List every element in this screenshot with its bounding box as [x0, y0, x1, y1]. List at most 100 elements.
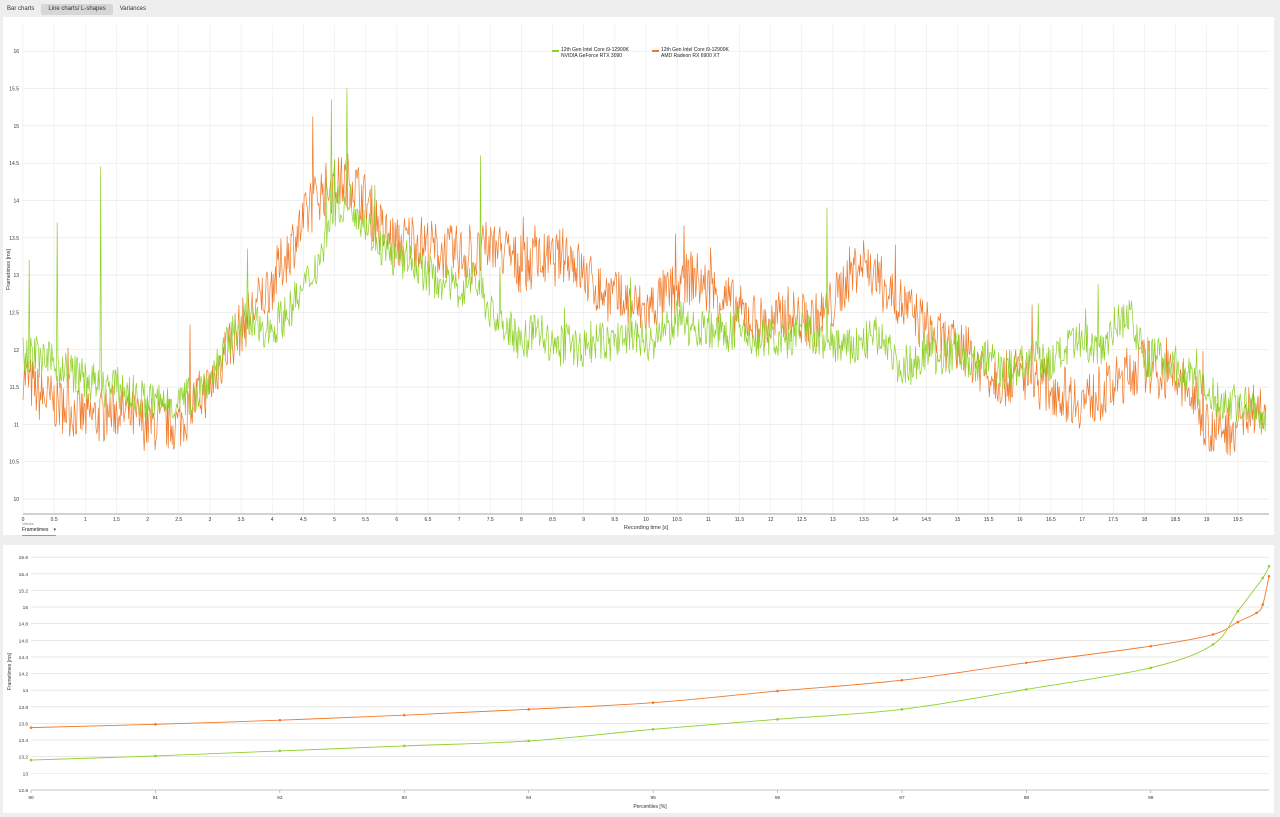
x-tick-label: 19.5: [1233, 517, 1243, 523]
x-tick-label: 16.5: [1046, 517, 1056, 523]
data-point-orange: [900, 678, 904, 682]
y-tick-label: 10.5: [9, 460, 19, 466]
x-tick-label: 5: [333, 517, 336, 523]
x-tick-label: 15: [955, 517, 961, 523]
x-tick-label: 96: [775, 795, 781, 801]
series-line-orange: [22, 116, 1267, 456]
data-point-orange: [154, 723, 157, 726]
y-tick-label: 13.8: [19, 705, 29, 711]
y-tick-label: 13: [13, 273, 19, 279]
x-tick-label: 93: [402, 795, 408, 801]
values-dropdown-caption: Values: [22, 521, 34, 526]
y-tick-label: 14.4: [19, 655, 29, 661]
data-point-orange: [29, 726, 33, 729]
data-point-green: [527, 739, 530, 743]
x-tick-label: 6.5: [424, 517, 431, 523]
legend-swatch-orange: [652, 50, 659, 52]
data-point-green: [1236, 609, 1240, 613]
x-tick-label: 18.5: [1171, 517, 1181, 523]
x-tick-label: 16: [1017, 517, 1023, 523]
x-tick-label: 91: [153, 795, 159, 801]
x-tick-label: 14.5: [921, 517, 931, 523]
y-tick-label: 16: [13, 49, 19, 55]
y-tick-label: 12: [13, 348, 19, 354]
x-tick-label: 10.5: [672, 517, 682, 523]
data-point-green: [1267, 565, 1271, 568]
percentile-chart-panel: 12.8 13 13.2 13.4 13.6 13.8 14 14.2 14.4 14.6 14.8…: [3, 545, 1274, 813]
data-point-green: [900, 708, 904, 711]
x-tick-label: 12.5: [797, 517, 807, 523]
percentile-chart: 12.8 13 13.2 13.4 13.6 13.8 14 14.2 14.4 14.6 14.8…: [7, 555, 1271, 810]
data-point-orange: [1261, 603, 1265, 606]
x-axis-label: Percentiles [%]: [633, 804, 667, 810]
x-tick-label: 7.5: [487, 517, 494, 523]
y-tick-label: 11: [14, 422, 19, 428]
data-point-green: [1025, 688, 1028, 691]
x-tick-label: 9: [582, 517, 585, 523]
x-tick-label: 2.5: [175, 517, 182, 523]
data-point-orange: [651, 701, 655, 704]
data-point-orange: [1025, 661, 1028, 665]
data-point-green: [651, 727, 655, 731]
percentile-line-orange: [30, 576, 1270, 729]
data-point-orange: [1267, 574, 1271, 578]
x-tick-label: 8.5: [549, 517, 556, 523]
data-point-green: [278, 749, 282, 753]
data-point-orange: [1211, 633, 1215, 636]
x-tick-label: 99: [1148, 795, 1154, 801]
y-tick-label: 14.6: [19, 638, 29, 644]
tab-line-charts[interactable]: Line charts/ L-shapes: [41, 4, 113, 15]
y-tick-label: 15.5: [9, 86, 19, 92]
x-tick-label: 13.5: [859, 517, 869, 523]
x-tick-label: 90: [28, 795, 34, 801]
x-tick-label: 10: [643, 517, 649, 523]
data-point-orange: [1149, 644, 1153, 648]
x-tick-label: 13: [830, 517, 836, 523]
x-tick-label: 5.5: [362, 517, 369, 523]
y-tick-label: 15.4: [19, 572, 29, 578]
y-tick-label: 12.8: [19, 788, 29, 794]
y-tick-label: 10: [13, 497, 19, 503]
values-dropdown-value: Frametimes: [22, 527, 49, 533]
x-tick-label: 19: [1204, 517, 1210, 523]
series-line-green: [22, 88, 1267, 435]
x-tick-label: 11: [706, 517, 711, 523]
values-dropdown[interactable]: Values Frametimes ▾: [22, 521, 56, 536]
x-tick-label: 98: [1024, 795, 1030, 801]
y-tick-label: 15: [13, 124, 19, 130]
x-tick-label: 18: [1142, 517, 1148, 523]
x-tick-label: 4.5: [300, 517, 307, 523]
x-tick-label: 4: [271, 517, 274, 523]
y-tick-label: 15: [23, 605, 29, 611]
data-point-green: [1211, 643, 1215, 646]
x-axis-label: Recording time [s]: [624, 525, 669, 531]
y-tick-label: 14.5: [9, 161, 19, 167]
x-tick-label: 94: [526, 795, 532, 801]
y-tick-label: 12.5: [9, 310, 19, 316]
x-tick-label: 11.5: [735, 517, 745, 523]
x-tick-label: 12: [768, 517, 774, 523]
legend-label-series-1: 12th Gen Intel Core i9-12900K NVIDIA GeFo…: [561, 47, 629, 59]
x-tick-label: 8: [520, 517, 523, 523]
data-point-green: [1261, 576, 1265, 580]
x-tick-label: 0: [22, 517, 25, 523]
y-tick-label: 11.5: [10, 385, 20, 391]
percentile-line-green: [30, 566, 1270, 761]
data-point-orange: [1236, 620, 1240, 624]
data-point-orange: [776, 689, 779, 693]
data-point-orange: [278, 718, 282, 722]
tab-bar-charts[interactable]: Bar charts: [7, 6, 35, 12]
y-tick-label: 13: [23, 771, 29, 777]
x-tick-label: 3: [209, 517, 212, 523]
tab-variances[interactable]: Variances: [119, 6, 146, 12]
x-tick-label: 9.5: [611, 517, 618, 523]
y-tick-label: 14: [13, 198, 19, 204]
x-tick-label: 2: [146, 517, 149, 523]
y-tick-label: 13.6: [19, 721, 29, 727]
x-tick-label: 17.5: [1108, 517, 1118, 523]
y-tick-label: 15.6: [19, 555, 29, 561]
y-tick-label: 13.4: [19, 738, 29, 744]
y-tick-label: 14.2: [19, 672, 29, 678]
chevron-down-icon: ▾: [53, 527, 56, 533]
